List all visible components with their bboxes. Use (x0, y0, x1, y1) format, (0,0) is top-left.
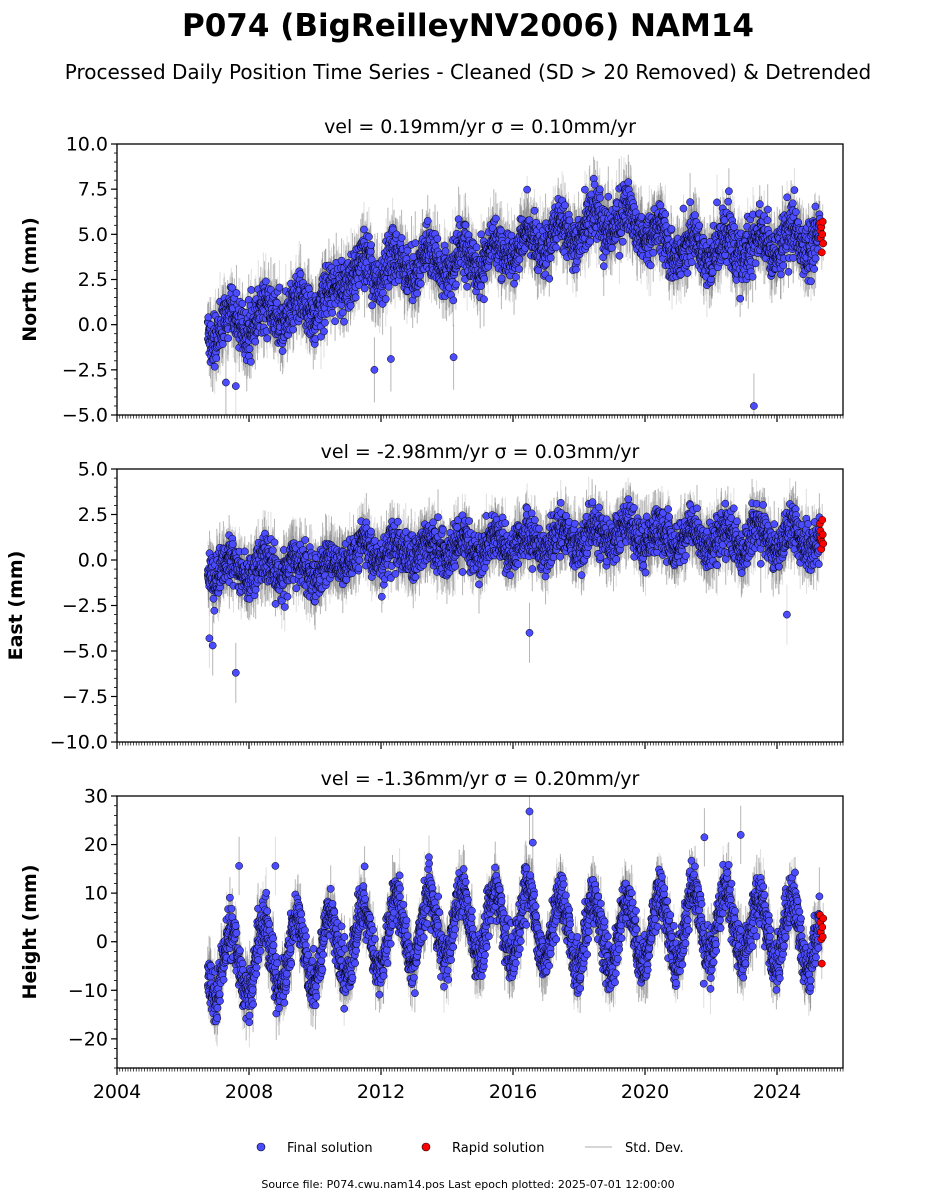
final-solution-point (278, 347, 287, 355)
final-solution-point (212, 354, 221, 363)
final-solution-point (379, 288, 387, 297)
final-solution-point (251, 337, 260, 346)
final-solution-points (203, 174, 824, 410)
final-solution-point (289, 325, 297, 334)
final-solution-point (346, 301, 355, 310)
final-solution-point (480, 275, 489, 283)
final-solution-point (433, 234, 442, 243)
figure-subtitle: Processed Daily Position Time Series - C… (65, 60, 871, 84)
final-solution-point (552, 243, 560, 252)
final-solution-point (238, 299, 247, 308)
final-solution-point (472, 243, 481, 252)
final-solution-point (360, 284, 369, 293)
final-solution-point (523, 185, 531, 194)
final-solution-point (328, 308, 337, 317)
final-solution-point (397, 234, 406, 242)
final-solution-point (338, 308, 347, 317)
final-solution-point (497, 274, 506, 283)
final-solution-point (565, 216, 574, 225)
final-solution-point (340, 317, 348, 326)
final-solution-point (321, 318, 329, 327)
final-solution-point (210, 362, 219, 371)
final-solution-point (263, 334, 272, 343)
final-solution-point (507, 231, 516, 240)
final-solution-point (463, 282, 471, 291)
final-solution-point (561, 201, 569, 210)
final-solution-point (530, 206, 539, 215)
final-solution-point (416, 279, 425, 288)
final-solution-point (403, 246, 412, 255)
final-solution-point (449, 296, 458, 305)
final-solution-point (331, 317, 339, 326)
final-solution-point (511, 273, 520, 281)
final-solution-point (365, 232, 373, 241)
final-solution-point (224, 334, 232, 343)
final-solution-point (355, 281, 363, 289)
final-solution-point (546, 253, 555, 262)
final-solution-point (534, 266, 543, 275)
figure-title: P074 (BigReilleyNV2006) NAM14 (182, 8, 754, 44)
final-solution-point (360, 225, 368, 234)
final-solution-point (247, 357, 255, 366)
final-solution-point (275, 283, 284, 292)
final-solution-point (228, 283, 236, 292)
final-solution-point (572, 265, 580, 274)
final-solution-point (320, 327, 328, 336)
final-solution-point (351, 293, 360, 302)
final-solution-point (368, 301, 376, 310)
final-solution-point (497, 226, 505, 235)
final-solution-point (218, 340, 227, 348)
final-solution-point (452, 280, 460, 289)
final-solution-point (480, 295, 488, 304)
final-solution-point (245, 344, 254, 353)
final-solution-point (491, 214, 500, 223)
final-solution-point (384, 282, 393, 291)
final-solution-point (423, 217, 432, 225)
final-solution-point (477, 282, 485, 290)
final-solution-point (510, 279, 518, 288)
final-solution-point (367, 241, 375, 249)
final-solution-point (515, 265, 523, 273)
final-solution-point (461, 221, 470, 229)
final-solution-point (477, 230, 486, 239)
data-layer (203, 154, 828, 415)
final-solution-point (413, 289, 422, 298)
final-solution-point (441, 247, 450, 256)
final-solution-point (381, 295, 390, 303)
final-solution-point (296, 270, 305, 278)
final-solution-point (545, 274, 554, 283)
final-solution-point (411, 239, 420, 247)
final-solution-point (366, 247, 375, 256)
final-solution-point (261, 277, 270, 286)
final-solution-point (247, 286, 256, 294)
final-solution-point (232, 289, 241, 297)
final-solution-point (515, 255, 524, 264)
final-solution-point (273, 298, 281, 307)
